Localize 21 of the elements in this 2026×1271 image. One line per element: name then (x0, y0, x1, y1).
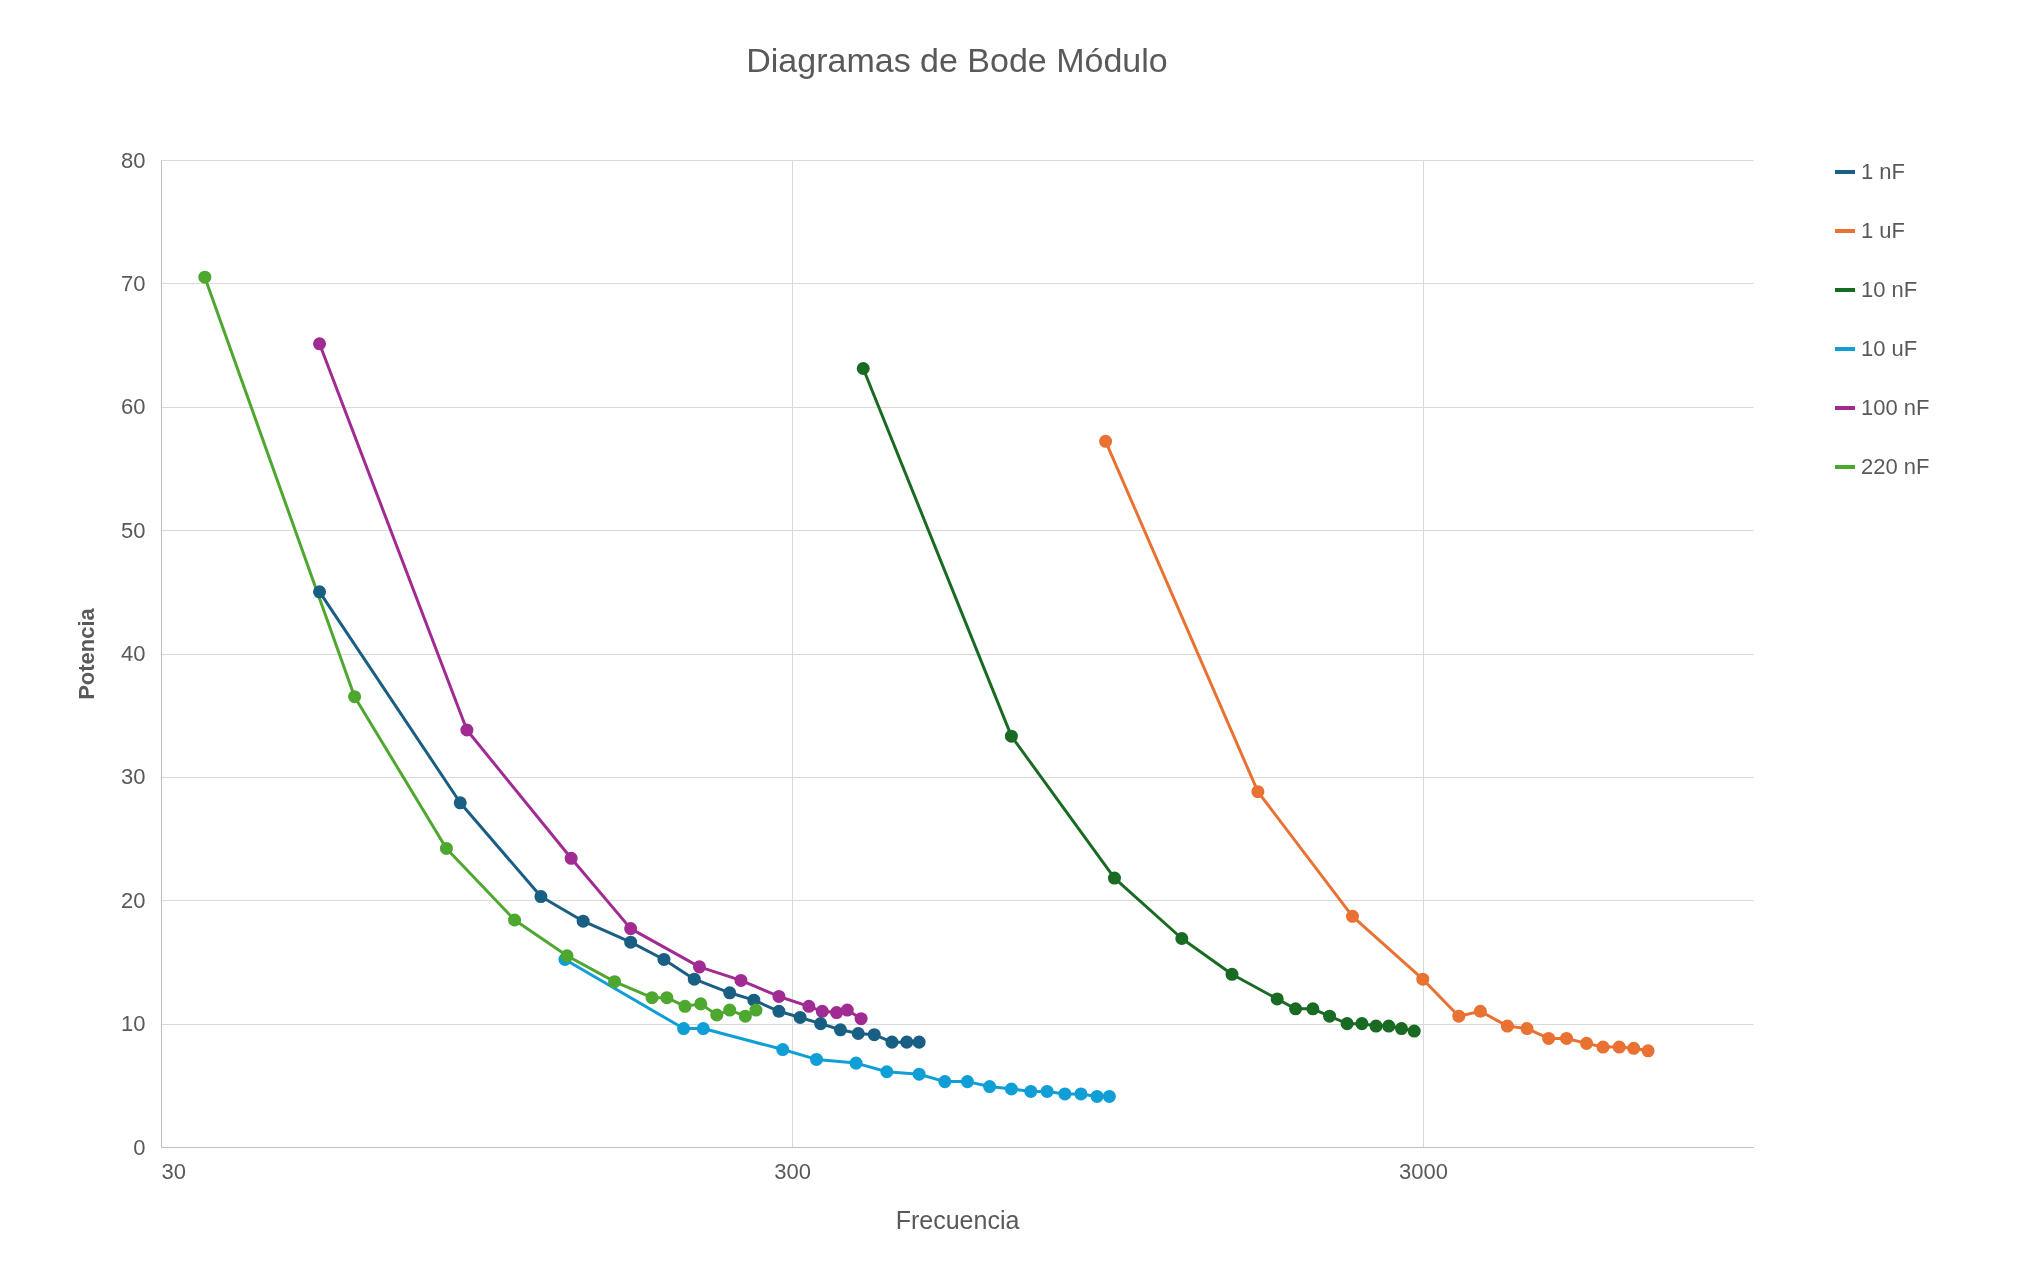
y-tick-label: 10 (121, 1011, 146, 1037)
legend-label: 1 nF (1861, 159, 1906, 184)
x-axis-title: Frecuencia (895, 1205, 1020, 1234)
y-tick-label: 30 (121, 764, 146, 790)
y-tick-label: 0 (133, 1134, 146, 1160)
y-axis-title: Potencia (74, 607, 100, 700)
y-tick-label: 70 (121, 270, 146, 296)
chart-title: Diagramas de Bode Módulo (746, 41, 1168, 79)
legend-label: 10 nF (1861, 277, 1918, 302)
y-tick-label: 40 (121, 641, 146, 666)
y-tick-label: 50 (121, 517, 146, 543)
legend-label: 1 uF (1861, 218, 1906, 243)
y-tick-label: 20 (121, 887, 146, 913)
legend-label: 10 uF (1861, 336, 1918, 361)
x-tick-label: 300 (774, 1158, 811, 1184)
legend-label: 100 nF (1861, 395, 1930, 420)
x-tick-label: 30 (161, 1158, 186, 1184)
y-tick-label: 80 (121, 147, 146, 173)
legend-label: 220 nF (1861, 454, 1930, 479)
x-tick-label: 3000 (1399, 1158, 1449, 1184)
y-tick-label: 60 (121, 394, 146, 420)
